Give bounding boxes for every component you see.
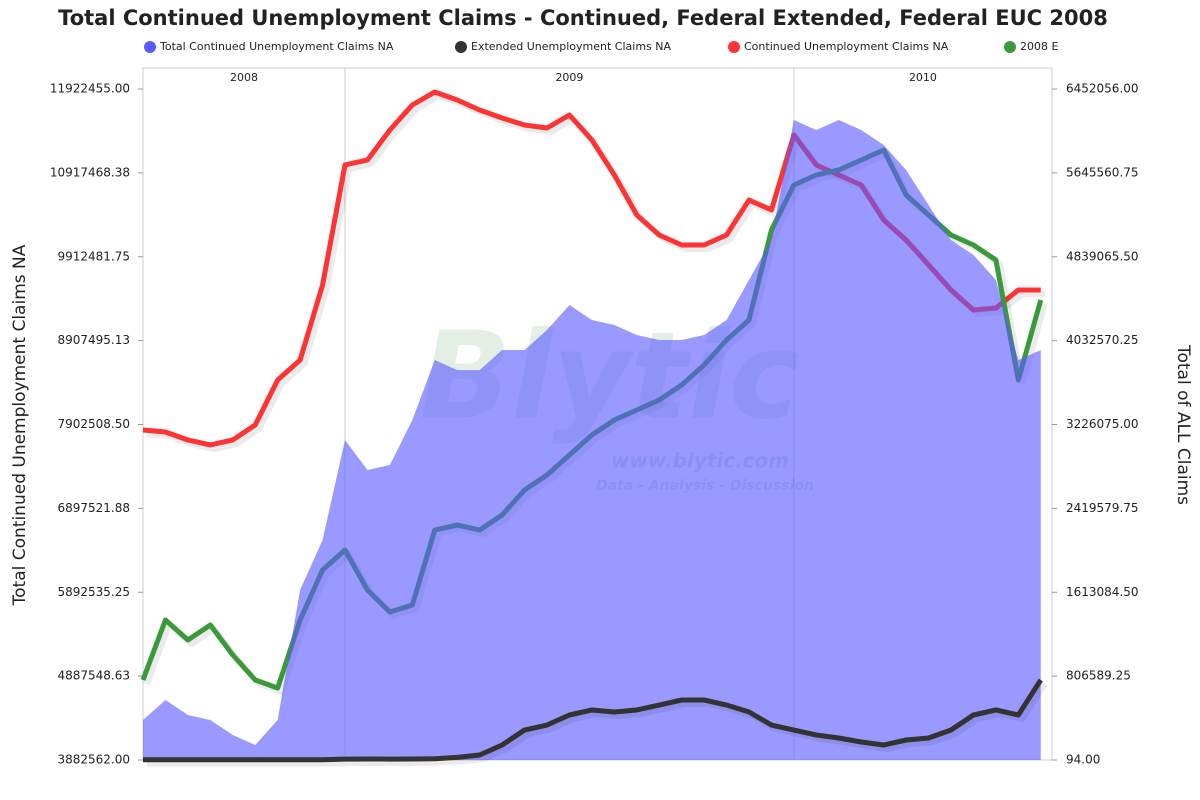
area [143, 119, 1041, 761]
line [143, 678, 1043, 763]
legend-label: Continued Unemployment Claims NA [744, 40, 949, 53]
y-tick-label: 5892535.25 [57, 585, 130, 599]
y-tick-label: 9912481.75 [57, 249, 130, 263]
legend-label: Total Continued Unemployment Claims NA [159, 40, 394, 53]
year-label: 2009 [555, 71, 583, 84]
legend-marker [144, 41, 156, 53]
legend-marker [455, 41, 467, 53]
year-label: 2008 [230, 71, 258, 84]
y-tick-label: 4887548.63 [57, 669, 130, 683]
chart-title: Total Continued Unemployment Claims - Co… [58, 6, 1108, 30]
y2-axis-title: Total of ALL Claims [1173, 344, 1193, 505]
y-axis-title: Total Continued Unemployment Claims NA [10, 244, 30, 606]
y2-tick-label: 4032570.25 [1066, 333, 1139, 347]
y2-tick-label: 5645560.75 [1066, 165, 1139, 179]
line-shadow [147, 682, 1048, 767]
y-tick-label: 11922455.00 [50, 82, 130, 96]
legend-marker [1004, 41, 1016, 53]
y2-tick-label: 1613084.50 [1066, 585, 1139, 599]
y2-tick-label: 2419579.75 [1066, 501, 1139, 515]
legend-marker [728, 41, 740, 53]
y2-tick-label: 3226075.00 [1066, 417, 1139, 431]
y-tick-label: 7902508.50 [57, 417, 130, 431]
y-tick-label: 10917468.38 [50, 165, 130, 179]
year-label: 2010 [909, 71, 937, 84]
legend: Total Continued Unemployment Claims NA Ex… [144, 40, 1058, 53]
legend-label: 2008 E [1020, 40, 1058, 53]
y-tick-label: 6897521.88 [57, 501, 130, 515]
y-tick-label: 3882562.00 [57, 753, 130, 767]
y-tick-label: 8907495.13 [57, 333, 130, 347]
y2-tick-label: 94.00 [1066, 753, 1100, 767]
y2-tick-label: 806589.25 [1066, 669, 1131, 683]
y2-tick-label: 4839065.50 [1066, 249, 1139, 263]
plot-area: 2008 2009 2010 3882562.00 4887548.63 5892535.… [50, 67, 1139, 767]
legend-label: Extended Unemployment Claims NA [471, 40, 671, 53]
y2-tick-label: 6452056.00 [1066, 82, 1139, 96]
